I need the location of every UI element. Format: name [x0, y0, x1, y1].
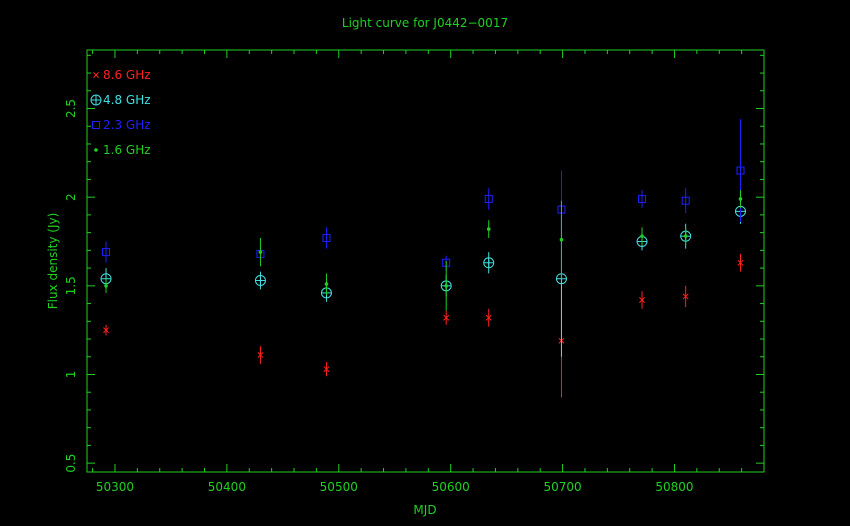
y-axis: 0.5 1 1.5 2 2.5	[64, 54, 764, 473]
y-tick-label: 0.5	[64, 454, 78, 473]
data-point	[737, 259, 744, 266]
marker-stroke	[737, 259, 744, 266]
data-point	[738, 197, 743, 201]
data-point	[483, 257, 495, 269]
data-point	[682, 293, 689, 300]
x-tick-label: 50700	[543, 480, 581, 494]
legend-label: 4.8 GHz	[103, 93, 151, 107]
marker-stroke	[103, 327, 109, 334]
data-point	[258, 250, 263, 254]
data-point	[254, 275, 266, 287]
data-series	[100, 119, 747, 398]
x-tick-label: 50300	[96, 480, 134, 494]
data-point	[257, 352, 264, 358]
data-point	[640, 234, 644, 238]
series-2-3-ghz	[102, 119, 745, 270]
data-point	[484, 194, 493, 203]
marker-stroke	[443, 314, 450, 321]
x-tick-label: 50500	[320, 480, 358, 494]
data-point	[485, 314, 492, 321]
data-point	[683, 234, 688, 238]
data-point	[486, 227, 491, 231]
marker-stroke	[639, 297, 645, 303]
x-tick-label: 50400	[208, 480, 246, 494]
legend-label: 2.3 GHz	[103, 118, 151, 132]
data-point	[638, 194, 647, 203]
series-1-6-ghz	[104, 190, 743, 311]
data-point	[559, 237, 564, 242]
y-axis-label: Flux density (Jy)	[46, 213, 60, 310]
x-axis-label: MJD	[413, 503, 436, 517]
data-point	[103, 327, 109, 334]
x-tick-label: 50600	[432, 480, 470, 494]
legend-label: 8.6 GHz	[103, 68, 151, 82]
marker-stroke	[93, 72, 99, 78]
data-point	[681, 196, 690, 205]
series-4-8-ghz	[100, 198, 747, 357]
data-point	[104, 284, 108, 288]
data-point	[323, 366, 330, 373]
y-tick-label: 2.5	[64, 99, 78, 118]
data-point	[322, 233, 331, 242]
legend-label: 1.6 GHz	[103, 143, 151, 157]
plot-frame	[86, 49, 765, 473]
x-tick-label: 50800	[655, 480, 693, 494]
data-point	[736, 166, 745, 175]
series-8-6-ghz	[103, 253, 744, 398]
marker-stroke	[485, 314, 492, 321]
marker-stroke	[682, 293, 689, 300]
x-axis: 50300 50400 50500 50600 50700 50800	[92, 50, 765, 494]
data-point	[443, 314, 450, 321]
legend-marker	[94, 148, 98, 152]
data-point	[444, 284, 449, 288]
legend-marker	[92, 121, 100, 129]
y-tick-label: 2	[64, 193, 78, 201]
data-point	[639, 297, 645, 303]
data-point	[102, 248, 111, 257]
legend-marker	[90, 94, 102, 106]
legend-marker	[93, 72, 99, 78]
marker-stroke	[323, 366, 330, 373]
legend: 8.6 GHz 4.8 GHz 2.3 GHz 1.6 GHz	[90, 68, 151, 157]
chart-title: Light curve for J0442−0017	[342, 16, 508, 30]
y-tick-label: 1.5	[64, 276, 78, 295]
y-tick-label: 1	[64, 371, 78, 379]
marker-stroke	[257, 352, 264, 358]
data-point	[324, 282, 329, 286]
